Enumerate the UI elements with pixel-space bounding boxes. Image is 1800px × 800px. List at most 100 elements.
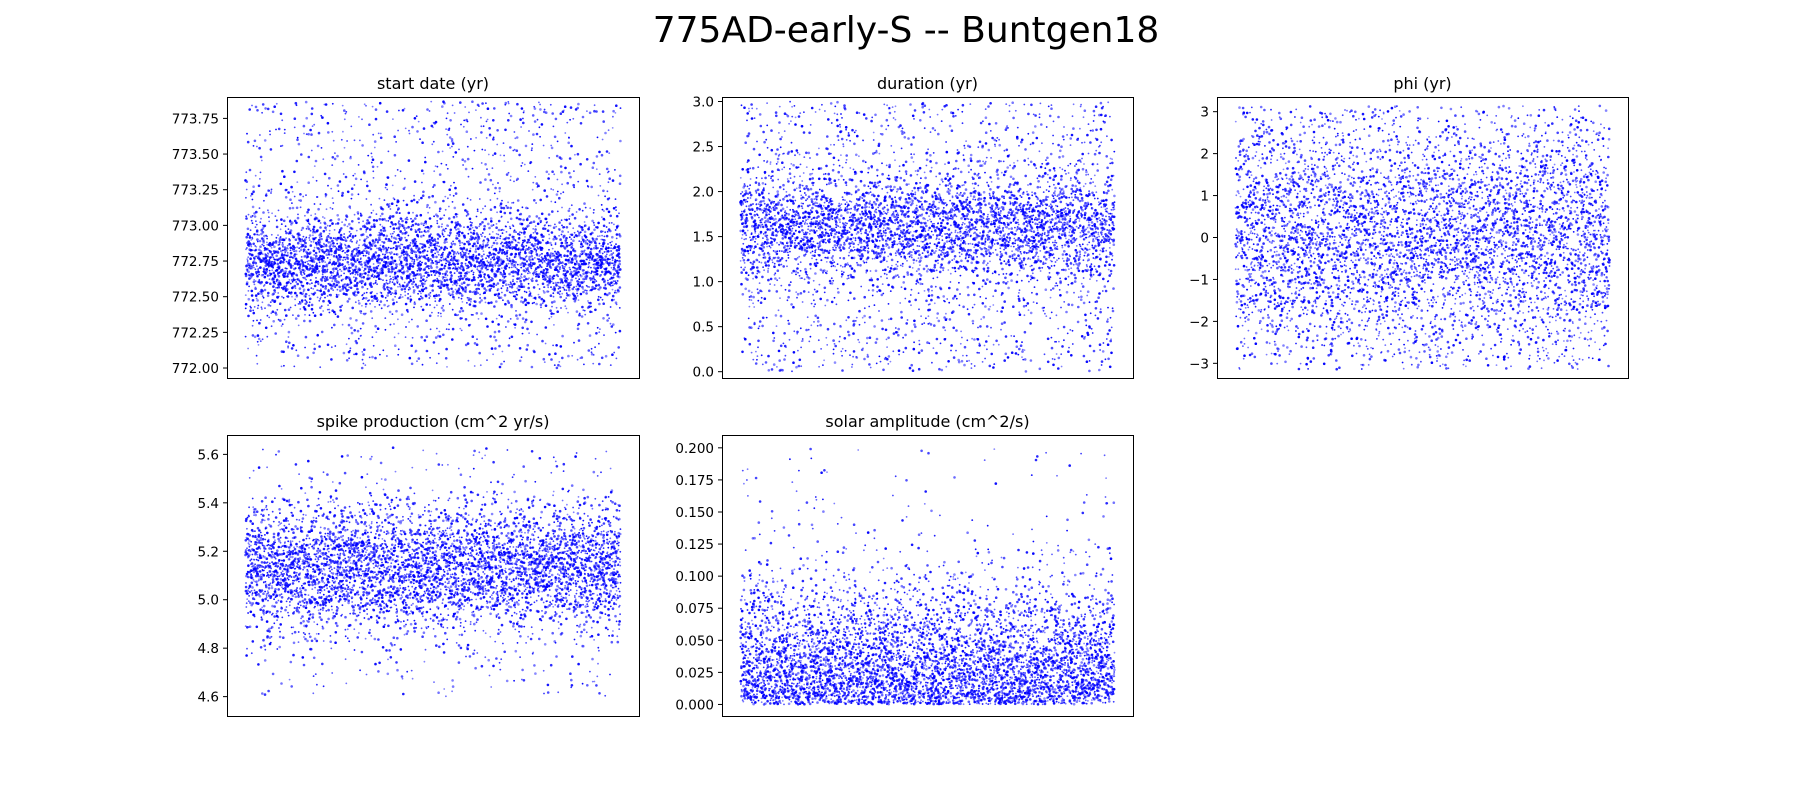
- data-point: [535, 251, 538, 253]
- data-point: [589, 247, 593, 251]
- data-point: [302, 195, 305, 198]
- data-point: [346, 283, 349, 286]
- data-point: [593, 104, 596, 107]
- data-point: [386, 176, 390, 179]
- data-point: [396, 278, 399, 281]
- data-point: [506, 206, 510, 209]
- data-point: [438, 335, 442, 338]
- data-point: [358, 244, 360, 247]
- data-point: [306, 265, 309, 268]
- data-point: [254, 226, 257, 229]
- data-point: [481, 102, 484, 105]
- data-point: [592, 275, 595, 278]
- data-point: [471, 291, 474, 294]
- data-point: [519, 288, 521, 291]
- data-point: [464, 274, 467, 278]
- data-point: [508, 237, 510, 240]
- data-point: [381, 271, 384, 275]
- data-point: [327, 184, 329, 187]
- data-point: [291, 190, 294, 193]
- data-point: [458, 310, 462, 313]
- data-point: [468, 303, 472, 306]
- data-point: [259, 178, 261, 180]
- data-point: [478, 351, 482, 355]
- data-point: [520, 275, 522, 277]
- data-point: [438, 272, 442, 275]
- data-point: [391, 313, 394, 315]
- data-point: [305, 278, 307, 281]
- data-point: [507, 201, 509, 204]
- data-point: [486, 107, 490, 110]
- data-point: [310, 273, 313, 277]
- data-point: [519, 256, 523, 260]
- data-point: [487, 239, 490, 242]
- data-point: [483, 224, 486, 228]
- data-point: [609, 229, 612, 233]
- data-point: [329, 219, 333, 222]
- data-point: [554, 117, 558, 121]
- data-point: [339, 289, 342, 293]
- data-point: [346, 140, 348, 142]
- data-point: [596, 273, 599, 276]
- data-point: [399, 230, 403, 233]
- data-point: [534, 236, 537, 239]
- data-point: [355, 229, 358, 232]
- data-point: [348, 337, 350, 340]
- data-point: [491, 320, 495, 324]
- data-point: [605, 267, 608, 269]
- data-point: [356, 258, 360, 261]
- data-point: [583, 269, 585, 272]
- data-point: [417, 235, 420, 238]
- data-point: [259, 251, 263, 255]
- data-point: [386, 282, 389, 285]
- data-point: [251, 198, 254, 201]
- data-point: [388, 290, 392, 294]
- data-point: [522, 121, 525, 125]
- data-point: [514, 266, 517, 269]
- data-point: [609, 214, 612, 218]
- data-point: [288, 279, 291, 281]
- data-point: [429, 242, 433, 245]
- data-point: [302, 261, 304, 263]
- data-point: [429, 295, 432, 298]
- data-point: [493, 305, 496, 308]
- data-point: [353, 139, 356, 142]
- data-point: [422, 172, 425, 175]
- data-point: [251, 324, 254, 327]
- data-point: [427, 257, 430, 259]
- data-point: [271, 310, 275, 314]
- data-point: [251, 215, 254, 217]
- data-point: [527, 282, 530, 285]
- data-point: [329, 271, 333, 274]
- data-point: [551, 210, 554, 213]
- data-point: [412, 289, 416, 292]
- data-point: [348, 357, 350, 360]
- data-point: [455, 228, 457, 231]
- data-point: [445, 117, 448, 120]
- data-point: [405, 239, 408, 242]
- data-point: [533, 301, 535, 304]
- data-point: [393, 283, 396, 286]
- data-point: [404, 229, 406, 231]
- data-point: [262, 274, 265, 276]
- data-point: [317, 207, 320, 211]
- data-point: [486, 325, 489, 328]
- data-point: [460, 292, 463, 295]
- data-point: [448, 288, 450, 290]
- data-point: [278, 240, 281, 244]
- data-point: [505, 283, 508, 287]
- data-point: [444, 272, 447, 276]
- data-point: [434, 274, 436, 276]
- data-point: [618, 256, 621, 259]
- data-point: [472, 276, 476, 279]
- data-point: [545, 170, 549, 174]
- data-point: [327, 131, 330, 134]
- data-point: [251, 249, 254, 252]
- data-point: [518, 153, 521, 157]
- data-point: [449, 294, 452, 297]
- data-point: [320, 244, 324, 248]
- data-point: [266, 335, 269, 338]
- data-point: [449, 119, 452, 122]
- data-point: [340, 227, 343, 230]
- data-point: [333, 157, 337, 161]
